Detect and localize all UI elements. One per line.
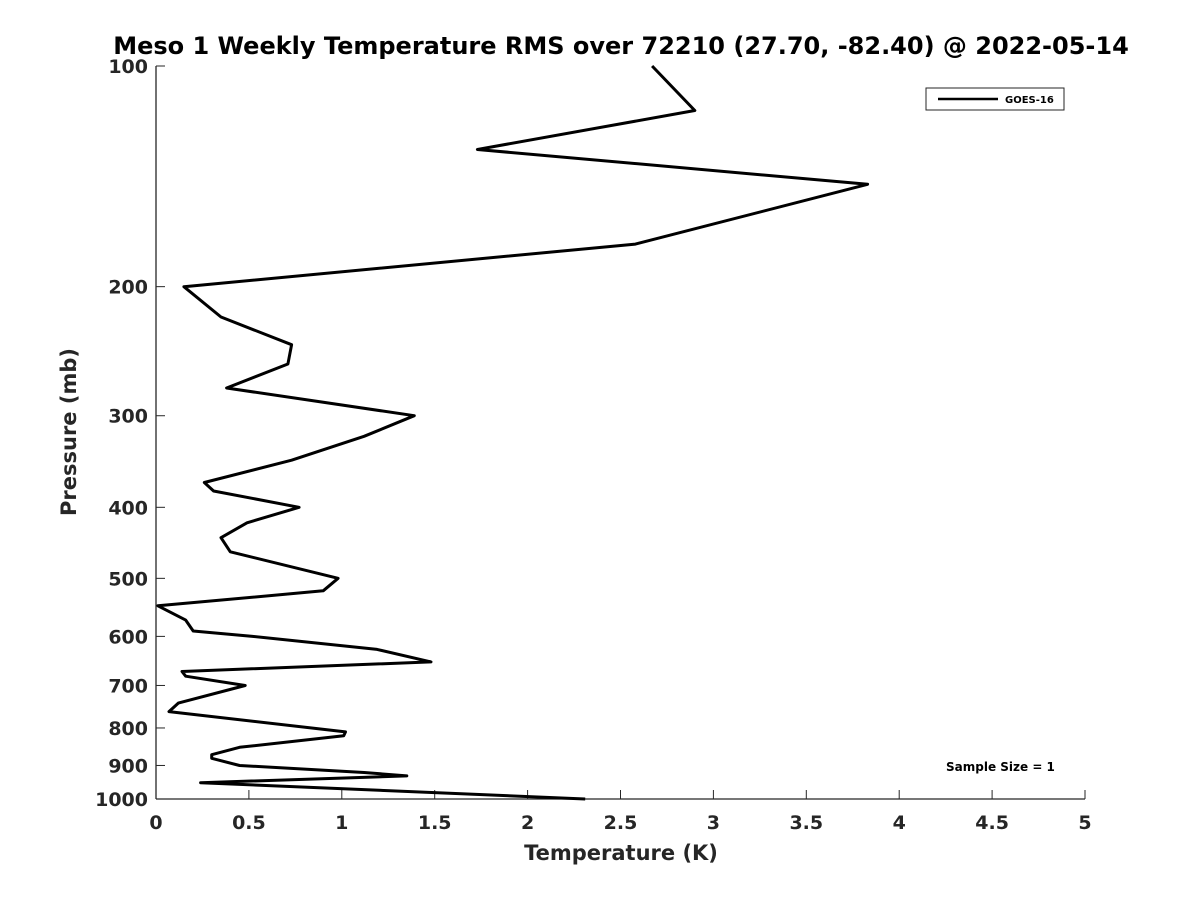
y-tick-label: 200 — [108, 277, 148, 299]
series-line-goes-16 — [156, 64, 870, 801]
x-tick-label: 1 — [335, 812, 348, 834]
plot-frame — [155, 66, 1085, 800]
y-axis-label: Pressure (mb) — [57, 348, 81, 516]
y-tick-label: 700 — [108, 675, 148, 697]
y-tick-label: 100 — [108, 56, 148, 78]
x-tick-label: 2 — [521, 812, 534, 834]
x-axis-ticks: 0 0.5 1 1.5 2 2.5 3 3.5 4 4.5 5 — [149, 790, 1092, 834]
y-tick-label: 1000 — [95, 789, 148, 811]
y-tick-label: 400 — [108, 497, 148, 519]
y-tick-label: 800 — [108, 718, 148, 740]
x-tick-label: 4.5 — [975, 812, 1009, 834]
legend: GOES-16 — [925, 87, 1065, 111]
sample-size-annotation: Sample Size = 1 — [946, 760, 1055, 774]
legend-label-goes-16: GOES-16 — [1005, 95, 1054, 106]
y-tick-label: 300 — [108, 406, 148, 428]
x-tick-label: 0.5 — [232, 812, 266, 834]
x-tick-label: 3.5 — [789, 812, 823, 834]
y-tick-label: 900 — [108, 755, 148, 777]
series-layer — [156, 64, 870, 801]
x-tick-label: 2.5 — [604, 812, 638, 834]
x-tick-label: 5 — [1078, 812, 1091, 834]
x-tick-label: 3 — [707, 812, 720, 834]
x-tick-label: 1.5 — [418, 812, 452, 834]
x-tick-label: 0 — [149, 812, 162, 834]
x-axis-label: Temperature (K) — [524, 841, 718, 865]
chart-title: Meso 1 Weekly Temperature RMS over 72210… — [113, 32, 1129, 60]
y-tick-label: 600 — [108, 626, 148, 648]
y-tick-label: 500 — [108, 568, 148, 590]
y-axis-ticks: 100 200 300 400 500 600 700 800 900 1000 — [95, 56, 165, 811]
x-tick-label: 4 — [893, 812, 906, 834]
